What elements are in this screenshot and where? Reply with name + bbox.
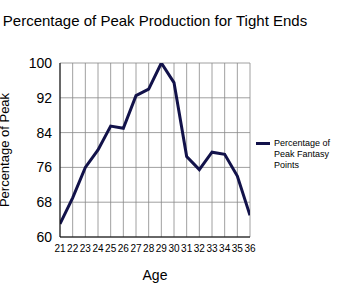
svg-text:31: 31 <box>181 243 193 254</box>
svg-text:Age: Age <box>143 267 168 283</box>
svg-text:27: 27 <box>130 243 142 254</box>
svg-text:32: 32 <box>194 243 206 254</box>
svg-text:28: 28 <box>143 243 155 254</box>
svg-text:22: 22 <box>67 243 79 254</box>
svg-text:29: 29 <box>156 243 168 254</box>
svg-text:60: 60 <box>36 229 52 245</box>
svg-text:34: 34 <box>219 243 231 254</box>
html-text:Percentage of Peak Production: Percentage of Peak Production for Tight … <box>2 12 308 29</box>
svg-text:92: 92 <box>36 90 52 106</box>
svg-text:24: 24 <box>92 243 104 254</box>
svg-text:76: 76 <box>36 159 52 175</box>
svg-text:21: 21 <box>54 243 66 254</box>
html-text:Percentage of Peak Fantasy Poi: Percentage of Peak Fantasy Points <box>274 138 330 170</box>
svg-text:100: 100 <box>29 55 53 71</box>
svg-text:84: 84 <box>36 125 52 141</box>
svg-text:33: 33 <box>206 243 218 254</box>
svg-text:30: 30 <box>168 243 180 254</box>
svg-text:25: 25 <box>105 243 117 254</box>
svg-text:35: 35 <box>232 243 244 254</box>
svg-text:23: 23 <box>80 243 92 254</box>
svg-text:26: 26 <box>118 243 130 254</box>
svg-text:Percentage of Peak: Percentage of Peak <box>8 92 12 207</box>
svg-text:68: 68 <box>36 194 52 210</box>
svg-text:36: 36 <box>244 243 256 254</box>
